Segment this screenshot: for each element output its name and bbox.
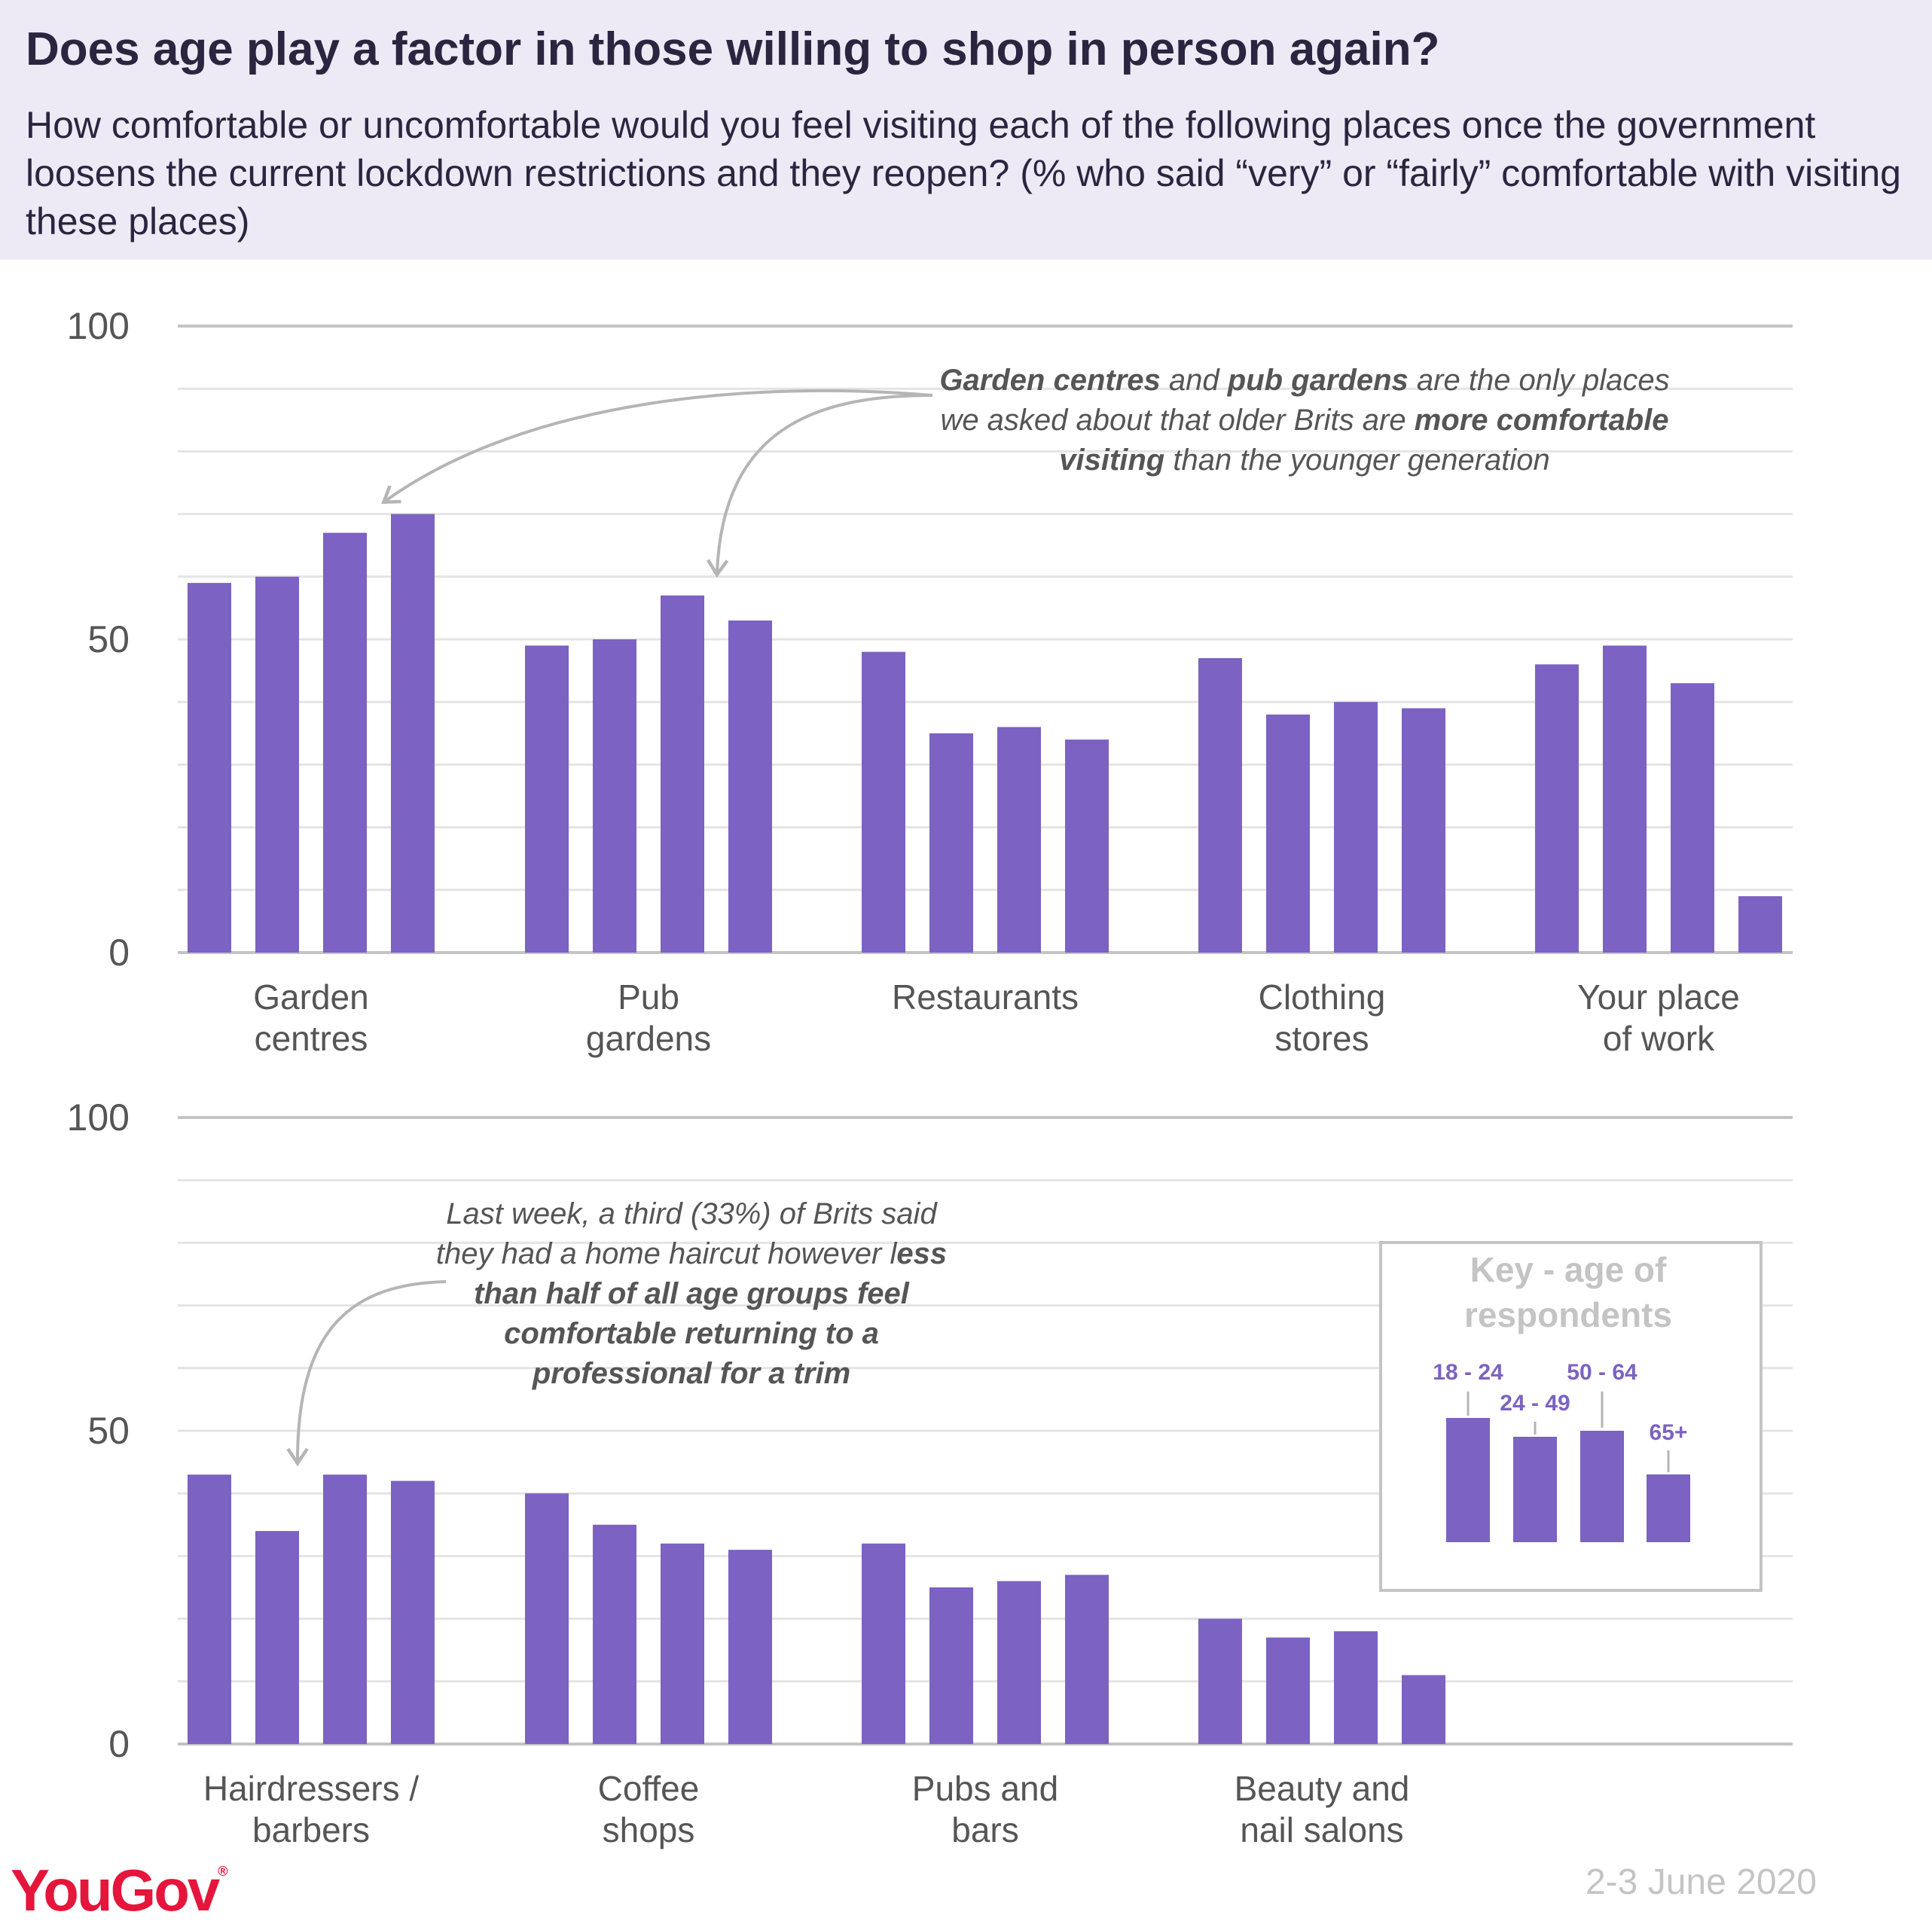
- category-label: Restaurants: [892, 977, 1079, 1017]
- bar: [1671, 683, 1714, 953]
- annotation-line: than half of all age groups feel: [474, 1277, 910, 1310]
- bar: [1738, 896, 1782, 953]
- annotation-line: Garden centres and pub gardens are the o…: [939, 364, 1669, 397]
- top-annotation: Garden centres and pub gardens are the o…: [381, 364, 1670, 578]
- bar: [1535, 664, 1579, 953]
- bar: [661, 1543, 704, 1744]
- category-label: Beauty and: [1235, 1769, 1410, 1808]
- bar: [929, 1587, 973, 1744]
- bar: [323, 532, 367, 953]
- annotation-line: visiting than the younger generation: [1059, 444, 1550, 477]
- category-label: Clothing: [1259, 977, 1386, 1017]
- chart-title: Does age play a factor in those willing …: [26, 23, 1440, 75]
- category-label: Hairdressers /: [203, 1769, 420, 1808]
- bar: [1198, 1618, 1242, 1744]
- bar: [391, 514, 435, 953]
- key-label: 65+: [1650, 1420, 1688, 1445]
- category-label: shops: [603, 1810, 695, 1849]
- category-label: Your place: [1577, 977, 1740, 1017]
- key-title: respondents: [1464, 1295, 1672, 1334]
- category-label: centres: [255, 1019, 368, 1058]
- bar: [255, 576, 299, 953]
- annotation-line: we asked about that older Brits are more…: [940, 404, 1668, 437]
- bar: [929, 733, 973, 953]
- bar: [661, 595, 704, 953]
- bar: [1334, 1631, 1378, 1744]
- annotation-line: they had a home haircut however less: [436, 1237, 947, 1270]
- bar: [188, 1474, 231, 1744]
- bar: [255, 1531, 299, 1744]
- bar: [525, 645, 569, 953]
- category-label: stores: [1274, 1019, 1369, 1058]
- key-label: 50 - 64: [1567, 1360, 1637, 1385]
- bar: [1198, 657, 1242, 953]
- bar: [323, 1474, 367, 1744]
- category-label: Coffee: [598, 1769, 700, 1808]
- annotation-line: professional for a trim: [532, 1357, 850, 1390]
- key-bar: [1580, 1431, 1624, 1542]
- bar: [525, 1493, 569, 1744]
- annotation-arrow: [706, 394, 933, 578]
- bar: [1065, 1575, 1109, 1744]
- header-banner: Does age play a factor in those willing …: [0, 0, 1932, 260]
- key-bar: [1513, 1437, 1557, 1542]
- category-label: Pubs and: [912, 1769, 1058, 1808]
- bar: [593, 1524, 636, 1744]
- key-label: 24 - 49: [1500, 1391, 1570, 1416]
- annotation-arrow: [381, 389, 933, 505]
- bar: [862, 1543, 905, 1744]
- bar: [997, 727, 1041, 953]
- y-tick-label: 50: [87, 618, 130, 660]
- survey-date: 2-3 June 2020: [1586, 1862, 1817, 1902]
- y-tick-label: 0: [108, 931, 130, 974]
- chart-subtitle: How comfortable or uncomfortable would y…: [26, 104, 1901, 242]
- annotation-arrow: [286, 1280, 447, 1467]
- category-label: barbers: [252, 1810, 370, 1849]
- bar: [1334, 702, 1378, 953]
- bottom-annotation: Last week, a third (33%) of Brits said th…: [286, 1197, 947, 1467]
- bar: [1402, 708, 1445, 953]
- bar: [1402, 1675, 1445, 1744]
- key-label: 18 - 24: [1433, 1360, 1503, 1385]
- y-tick-label: 50: [87, 1410, 130, 1452]
- key-bar: [1446, 1418, 1490, 1542]
- registered-mark: ®: [218, 1864, 228, 1879]
- bar: [188, 583, 231, 953]
- category-label: Pub: [618, 977, 679, 1017]
- key-box: [1379, 1241, 1763, 1592]
- category-label: gardens: [586, 1019, 711, 1058]
- y-tick-label: 100: [67, 1096, 130, 1139]
- bar: [391, 1480, 435, 1744]
- bar: [862, 651, 905, 953]
- logo-text: YouGov: [11, 1857, 220, 1923]
- annotation-line: Last week, a third (33%) of Brits said: [446, 1197, 938, 1230]
- yougov-logo: YouGov®: [11, 1856, 228, 1925]
- annotation-line: comfortable returning to a: [504, 1317, 879, 1350]
- y-tick-label: 0: [108, 1723, 130, 1765]
- category-label: bars: [951, 1810, 1018, 1849]
- bar: [1603, 645, 1647, 953]
- category-label: nail salons: [1240, 1810, 1403, 1849]
- y-tick-label: 100: [67, 305, 130, 347]
- age-key: Key - age of respondents 18 - 24 24 - 49 50 …: [1379, 1241, 1763, 1592]
- category-label: Garden: [253, 977, 368, 1017]
- bar: [728, 1550, 772, 1744]
- bar: [1266, 714, 1310, 953]
- bar: [1065, 739, 1109, 953]
- bar: [728, 620, 772, 953]
- bar: [1266, 1637, 1310, 1744]
- category-label: of work: [1603, 1019, 1715, 1058]
- key-bar: [1647, 1474, 1690, 1542]
- key-title: Key - age of: [1470, 1250, 1667, 1289]
- bar: [997, 1581, 1041, 1744]
- bar: [593, 639, 636, 953]
